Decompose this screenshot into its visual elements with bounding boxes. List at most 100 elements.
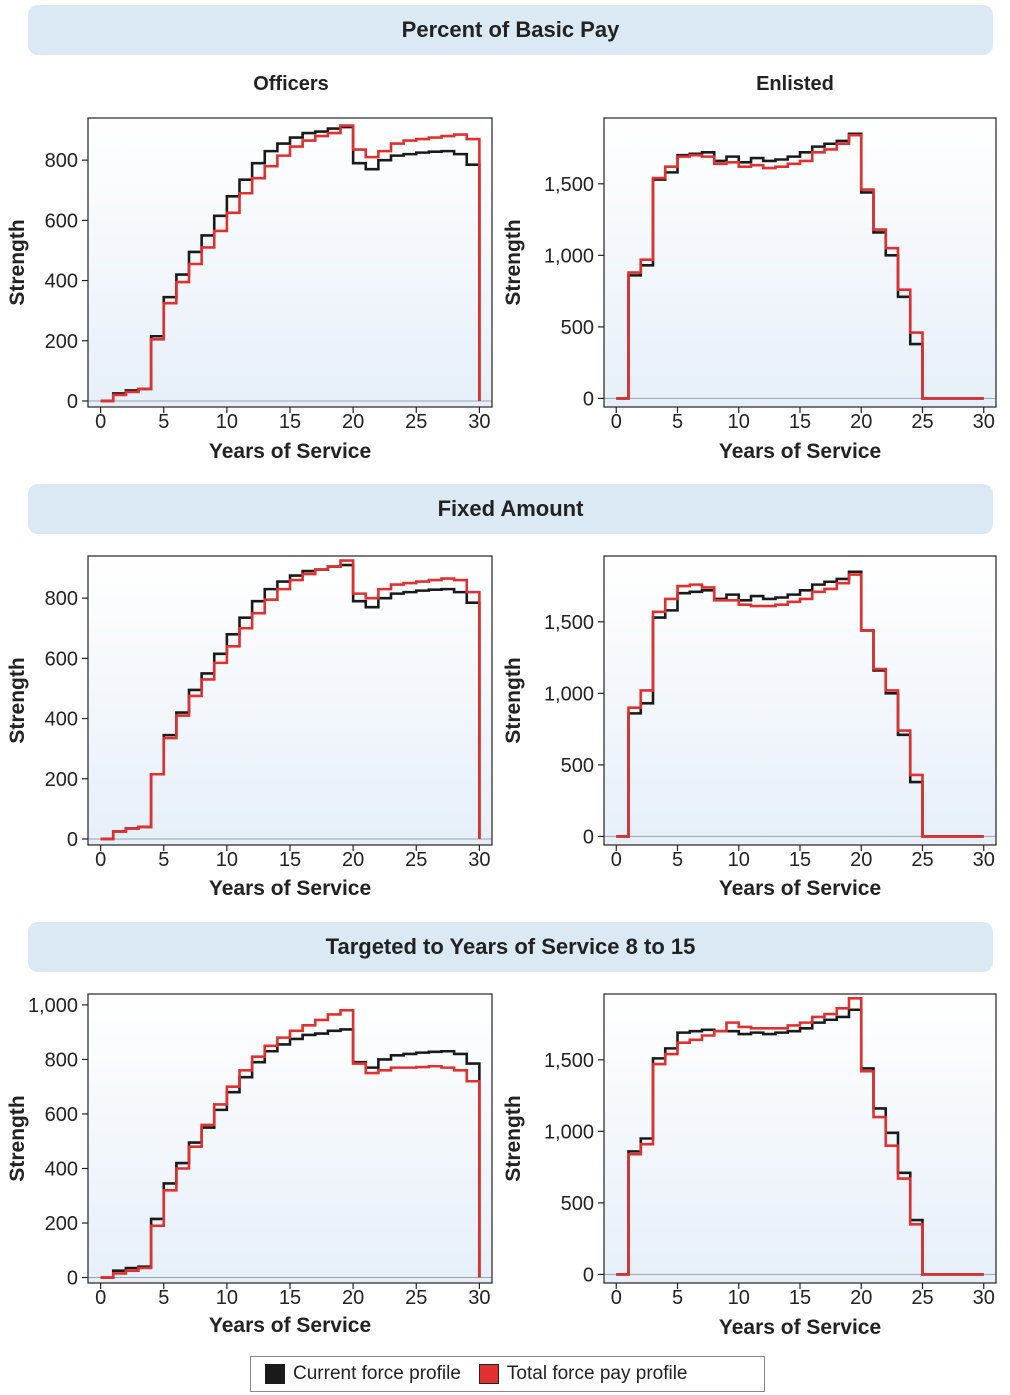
y-tick-label: 600 [45,648,78,670]
y-tick-label: 200 [45,769,78,791]
x-tick-label: 10 [728,411,750,433]
legend-swatch-current [265,1364,285,1384]
chart-panel-5: 0 5 10 15 20 25 30 0 200 400 600 800 1,000 Years of S… [6,993,493,1337]
x-tick-label: 30 [973,411,995,433]
x-tick-label: 5 [158,849,169,871]
legend-label-total: Total force pay profile [506,1363,688,1384]
plot-area [604,556,996,845]
x-tick-label: 10 [728,1287,750,1309]
x-tick-label: 20 [850,411,872,433]
column-title-enlisted: Enlisted [756,73,834,95]
y-tick-label: 0 [67,829,78,851]
y-tick-label: 800 [45,588,78,610]
x-tick-label: 30 [973,1287,995,1309]
section-title: Percent of Basic Pay [401,17,620,42]
y-tick-label: 1,000 [544,683,594,705]
section-title: Targeted to Years of Service 8 to 15 [325,934,696,959]
y-tick-label: 500 [561,317,594,339]
x-tick-label: 5 [158,411,169,433]
series-total-force-pay-profile [616,573,984,838]
x-tick-label: 25 [405,1287,427,1309]
y-tick-label: 1,000 [544,245,594,267]
x-axis-label: Years of Service [719,1316,881,1339]
y-tick-label: 0 [67,391,78,413]
x-tick-label: 0 [95,849,106,871]
x-tick-label: 20 [342,1287,364,1309]
x-tick-label: 15 [789,1287,811,1309]
x-tick-label: 0 [611,1287,622,1309]
plot-area [604,994,996,1283]
y-tick-label: 1,000 [28,995,78,1017]
series-total-force-pay-profile [100,559,481,841]
y-tick-label: 200 [45,331,78,353]
x-tick-label: 10 [216,411,238,433]
y-tick-label: 0 [583,388,594,410]
y-tick-label: 0 [67,1268,78,1290]
x-axis-label: Years of Service [719,440,881,463]
x-axis-label: Years of Service [209,1314,371,1337]
x-tick-label: 30 [468,849,490,871]
y-tick-label: 800 [45,150,78,172]
x-tick-label: 15 [789,849,811,871]
x-tick-label: 20 [342,411,364,433]
x-axis-label: Years of Service [209,440,371,463]
chart-panel-4: 0 5 10 15 20 25 30 0 500 1,000 1,500 Years of Servi… [502,555,997,900]
series-total-force-pay-profile [616,133,984,400]
x-tick-label: 20 [850,1287,872,1309]
y-tick-label: 0 [583,1264,594,1286]
series-total-force-pay-profile [616,996,984,1276]
x-tick-label: 5 [672,849,683,871]
section-banner-fixed-amount: Fixed Amount [28,484,993,534]
chart-panel-1: 0 5 10 15 20 25 30 0 200 400 600 800 Years of Servic… [6,117,493,463]
x-tick-label: 10 [216,849,238,871]
x-tick-label: 0 [95,411,106,433]
legend-label-current: Current force profile [293,1363,461,1384]
x-tick-label: 5 [158,1287,169,1309]
x-tick-label: 25 [405,849,427,871]
x-tick-label: 20 [850,849,872,871]
x-tick-label: 0 [611,411,622,433]
series-total-force-pay-profile [100,1009,481,1279]
y-tick-label: 1,500 [544,174,594,196]
x-tick-label: 25 [911,849,933,871]
y-axis-label: Strength [502,657,525,743]
y-tick-label: 400 [45,1158,78,1180]
legend-item-current: Current force profile [265,1363,461,1385]
x-tick-label: 25 [911,1287,933,1309]
y-axis-label: Strength [6,1095,29,1181]
x-tick-label: 15 [279,411,301,433]
y-tick-label: 200 [45,1213,78,1235]
y-axis-label: Strength [502,1095,525,1181]
x-tick-label: 25 [405,411,427,433]
y-tick-label: 600 [45,210,78,232]
y-tick-label: 500 [561,1193,594,1215]
y-tick-label: 400 [45,709,78,731]
chart-panel-3: 0 5 10 15 20 25 30 0 200 400 600 800 Years of Servic… [6,555,493,900]
y-axis-label: Strength [6,219,29,305]
x-tick-label: 10 [216,1287,238,1309]
x-tick-label: 5 [672,411,683,433]
x-tick-label: 30 [973,849,995,871]
x-tick-label: 5 [672,1287,683,1309]
x-tick-label: 20 [342,849,364,871]
x-tick-label: 25 [911,411,933,433]
x-tick-label: 30 [468,1287,490,1309]
y-tick-label: 0 [583,826,594,848]
legend-swatch-total [478,1364,499,1384]
section-title: Fixed Amount [437,496,584,521]
x-tick-label: 10 [728,849,750,871]
y-axis-label: Strength [6,657,29,743]
plot-area [88,556,492,845]
series-current-force-profile [100,125,481,403]
legend-item-total: Total force pay profile [478,1363,688,1385]
legend: Current force profile Total force pay pr… [250,1356,765,1392]
x-tick-label: 15 [279,849,301,871]
y-tick-label: 600 [45,1104,78,1126]
y-tick-label: 1,500 [544,612,594,634]
x-tick-label: 15 [789,411,811,433]
y-tick-label: 1,500 [544,1050,594,1072]
series-current-force-profile [100,1028,481,1279]
plot-area [88,118,492,407]
y-tick-label: 1,000 [544,1121,594,1143]
